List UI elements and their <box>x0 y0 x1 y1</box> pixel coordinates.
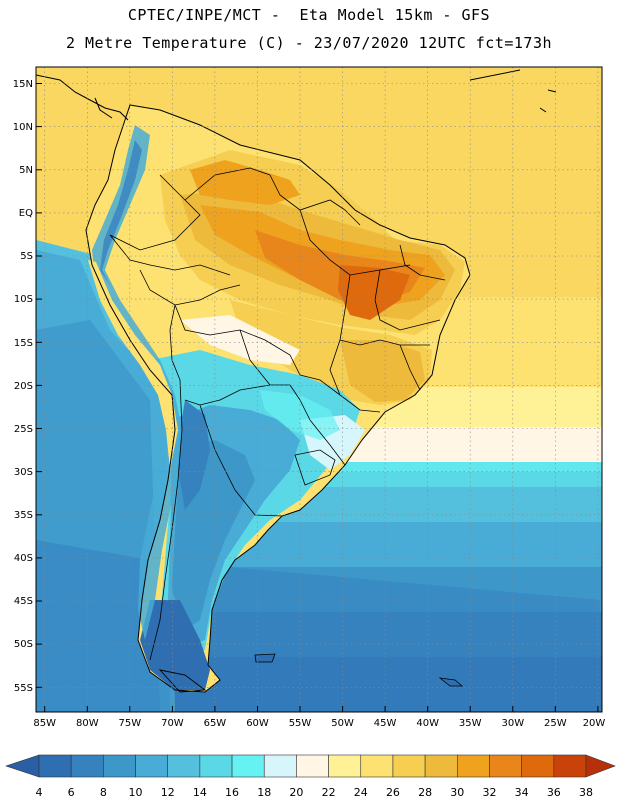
colorbar-tick-label: 14 <box>193 786 207 799</box>
lon-label: 70W <box>161 718 184 729</box>
lon-label: 40W <box>416 718 439 729</box>
lat-label: 15S <box>14 338 33 349</box>
map-title: CPTEC/INPE/MCT - Eta Model 15km - GFS <box>127 6 491 24</box>
lat-label: 15N <box>13 79 33 90</box>
colorbar-tick-label: 28 <box>418 786 432 799</box>
lat-label: 10S <box>14 294 33 305</box>
colorbar-swatch <box>553 754 587 778</box>
lon-label: 65W <box>204 718 227 729</box>
axis-ticks <box>36 83 599 712</box>
colorbar-swatch <box>231 754 265 778</box>
lon-label: 30W <box>501 718 524 729</box>
lat-label: 10N <box>13 122 33 133</box>
colorbar-swatch <box>424 754 458 778</box>
colorbar-tick-label: 22 <box>322 786 336 799</box>
colorbar-tick-label: 24 <box>354 786 368 799</box>
colorbar-tick-label: 34 <box>515 786 529 799</box>
colorbar-tick-label: 16 <box>225 786 239 799</box>
colorbar-tick-label: 26 <box>386 786 400 799</box>
lat-label: 5N <box>19 165 33 176</box>
colorbar-tick-label: 8 <box>100 786 107 799</box>
lon-label: 25W <box>544 718 567 729</box>
colorbar-swatch <box>103 754 136 778</box>
colorbar-tick-label: 20 <box>289 786 303 799</box>
colorbar-swatch <box>199 754 233 778</box>
country-borders <box>109 167 446 661</box>
longitude-labels: 85W 80W 75W 70W 65W 60W 55W 50W 45W 40W … <box>33 718 605 729</box>
colorbar-tick-label: 6 <box>68 786 75 799</box>
colorbar-tick-label: 4 <box>36 786 43 799</box>
lon-label: 75W <box>118 718 141 729</box>
colorbar-swatch <box>521 754 555 778</box>
colorbar-swatch <box>296 754 329 778</box>
lat-label: EQ <box>19 208 33 219</box>
lat-label: 50S <box>14 639 33 650</box>
lon-label: 85W <box>33 718 56 729</box>
colorbar-swatch <box>328 754 362 778</box>
colorbar-tick-label: 18 <box>257 786 271 799</box>
colorbar-tick-label: 32 <box>482 786 496 799</box>
lat-label: 20S <box>14 381 33 392</box>
latitude-labels: 15N 10N 5N EQ 5S 10S 15S 20S 25S 30S 35S… <box>13 79 33 694</box>
lat-label: 35S <box>14 510 33 521</box>
lon-label: 35W <box>459 718 482 729</box>
colorbar-tick-label: 36 <box>547 786 561 799</box>
colorbar-swatch <box>70 754 104 778</box>
lat-label: 40S <box>14 553 33 564</box>
lat-label: 55S <box>14 683 33 694</box>
colorbar-swatch <box>38 754 72 778</box>
lon-label: 55W <box>289 718 312 729</box>
lat-label: 5S <box>20 251 33 262</box>
map-subtitle: 2 Metre Temperature (C) - 23/07/2020 12U… <box>65 34 553 52</box>
colorbar-swatch <box>456 754 490 778</box>
colorbar-high-arrow <box>585 754 616 778</box>
lon-label: 60W <box>246 718 269 729</box>
colorbar-swatch <box>167 754 201 778</box>
lon-label: 45W <box>374 718 397 729</box>
lat-label: 25S <box>14 424 33 435</box>
colorbar-tick-label: 38 <box>579 786 593 799</box>
colorbar-tick-label: 30 <box>450 786 464 799</box>
colorbar-swatch <box>392 754 426 778</box>
colorbar-low-arrow <box>5 754 40 778</box>
colorbar-tick-label: 10 <box>129 786 143 799</box>
lat-label: 45S <box>14 596 33 607</box>
colorbar-swatch <box>135 754 169 778</box>
lon-label: 80W <box>76 718 99 729</box>
lat-label: 30S <box>14 467 33 478</box>
lon-label: 50W <box>331 718 354 729</box>
colorbar-swatch <box>489 754 522 778</box>
map-area <box>36 67 602 712</box>
temperature-colorbar: 4 6 8 10 12 14 16 18 20 22 24 26 28 30 32 34 36 38 <box>5 754 616 799</box>
colorbar-swatch <box>263 754 297 778</box>
colorbar-tick-label: 12 <box>161 786 175 799</box>
colorbar-swatch <box>360 754 394 778</box>
lon-label: 20W <box>583 718 606 729</box>
map-frame <box>35 66 603 713</box>
coastline <box>85 104 471 693</box>
